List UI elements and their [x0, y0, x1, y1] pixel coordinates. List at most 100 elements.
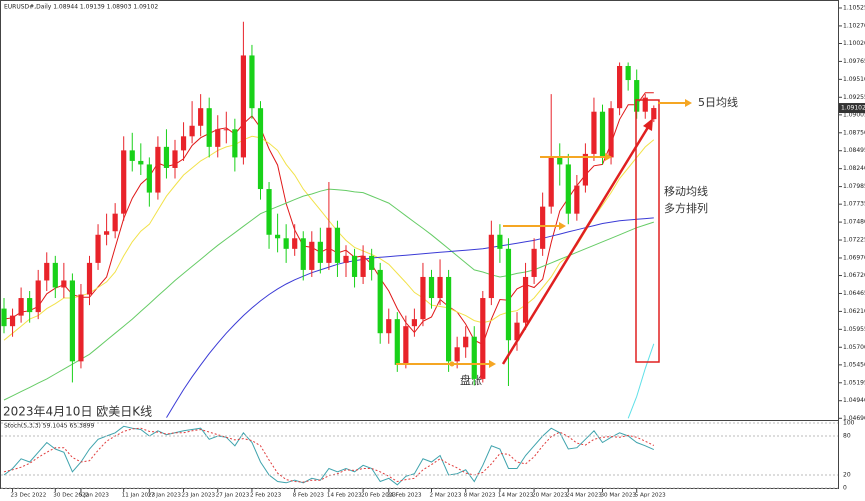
y-tick-label: 1.06210	[843, 308, 865, 315]
candle-body	[249, 55, 255, 109]
candle-body	[300, 238, 306, 270]
candle-body	[642, 97, 648, 112]
candle-body	[565, 164, 571, 214]
candle-body	[283, 238, 289, 249]
candle-body	[206, 108, 212, 147]
candle-body	[369, 255, 375, 270]
candle-body	[155, 146, 161, 193]
candle-body	[651, 108, 657, 120]
candle-body	[189, 125, 195, 137]
candle-body	[454, 347, 460, 362]
y-tick-label: 1.05955	[843, 326, 865, 333]
candle-body	[557, 157, 563, 165]
candle-body	[121, 150, 127, 214]
candle-body	[351, 255, 358, 277]
arrowhead	[559, 222, 566, 230]
x-tick-label: 23 Jan 2023	[182, 493, 216, 499]
candle-body	[18, 298, 24, 316]
candle-body	[198, 108, 204, 126]
candle-body	[326, 227, 332, 263]
y-tick-label: 1.07735	[843, 201, 865, 208]
x-tick-label: 20 Mar 2023	[532, 493, 568, 499]
y-tick-label: 1.07225	[843, 237, 865, 244]
candle-body	[27, 298, 33, 313]
y-tick-label: 1.05195	[843, 379, 865, 386]
highlight-box	[635, 99, 660, 363]
y-tick-label: 1.10020	[843, 40, 865, 47]
x-tick-label: 8 Feb 2023	[293, 493, 325, 499]
x-tick-label: 14 Mar 2023	[498, 493, 534, 499]
price-marker-label: 1.09102	[841, 105, 865, 112]
candle-body	[428, 276, 435, 299]
y-tick-label: 80	[843, 433, 851, 440]
ma5-note: 5日均线	[698, 95, 738, 109]
x-tick-label: 5 Jan 2023	[79, 493, 109, 499]
candle-body	[44, 262, 50, 281]
candle-body	[625, 65, 631, 81]
x-tick-label: 14 Feb 2023	[327, 493, 362, 499]
candle-body	[582, 153, 588, 186]
indicator-line	[166, 217, 654, 418]
candle-body	[69, 280, 75, 362]
candle-body	[334, 227, 341, 263]
candle-body	[505, 248, 512, 341]
candle-body	[275, 234, 281, 239]
y-tick-label: 20	[843, 472, 851, 479]
y-tick-label: 1.07985	[843, 183, 865, 190]
candle-body	[437, 276, 443, 299]
x-tick-label: 24 Mar 2023	[566, 493, 602, 499]
arrowhead	[605, 153, 612, 161]
candle-body	[386, 319, 392, 334]
candle-body	[548, 157, 554, 207]
y-tick-label: 1.04940	[843, 397, 865, 404]
x-tick-label: 23 Dec 2022	[11, 493, 47, 499]
candle-body	[61, 280, 67, 288]
y-tick-label: 1.10270	[843, 22, 865, 29]
arrowhead	[685, 99, 692, 107]
ma-note-1: 移动均线	[664, 184, 708, 198]
candle-body	[146, 164, 152, 193]
y-tick-label: 1.06720	[843, 272, 865, 279]
annotation-shapes	[396, 99, 692, 368]
x-tick-label: 24 Feb 2023	[387, 493, 422, 499]
indicator-line	[3, 425, 655, 486]
candle-body	[52, 262, 58, 288]
x-tick-label: 30 Dec 2022	[53, 493, 89, 499]
trend-arrowhead	[643, 118, 653, 131]
ma-note-2: 多方排列	[664, 201, 708, 215]
price-marker	[839, 103, 865, 114]
y-tick-label: 1.08495	[843, 147, 865, 154]
candle-body	[266, 189, 272, 235]
candle-body	[463, 336, 469, 348]
candle-body	[129, 150, 135, 161]
candle-body	[480, 298, 486, 379]
candle-body	[317, 241, 323, 263]
candle-body	[360, 255, 366, 277]
candle-body	[223, 129, 229, 131]
stoch-frame	[0, 420, 839, 489]
candle-body	[497, 234, 503, 249]
candle-body	[608, 108, 614, 158]
x-tick-label: 30 Mar 2023	[601, 493, 637, 499]
candle-body	[471, 336, 477, 379]
y-tick-label: 1.05450	[843, 361, 865, 368]
candle-body	[163, 146, 170, 168]
candle-body	[232, 129, 238, 158]
y-tick-label: 1.08750	[843, 129, 865, 136]
candle-body	[488, 234, 494, 299]
x-tick-label: 2 Mar 2023	[430, 493, 462, 499]
y-tick-label: 1.08240	[843, 165, 865, 172]
caption: 2023年4月10日 欧美日K线	[3, 405, 152, 419]
indicator-line	[627, 343, 655, 419]
consolidation-note: 盘涨	[460, 373, 482, 387]
candle-body	[634, 80, 640, 112]
candle-body	[138, 160, 144, 165]
x-tick-label: 20 Feb 2023	[361, 493, 396, 499]
candle-body	[591, 111, 597, 154]
y-tick-label: 1.10525	[843, 4, 865, 11]
candle-body	[95, 234, 101, 263]
candle-body	[574, 185, 580, 214]
candle-body	[540, 206, 546, 249]
candle-body	[377, 269, 383, 334]
